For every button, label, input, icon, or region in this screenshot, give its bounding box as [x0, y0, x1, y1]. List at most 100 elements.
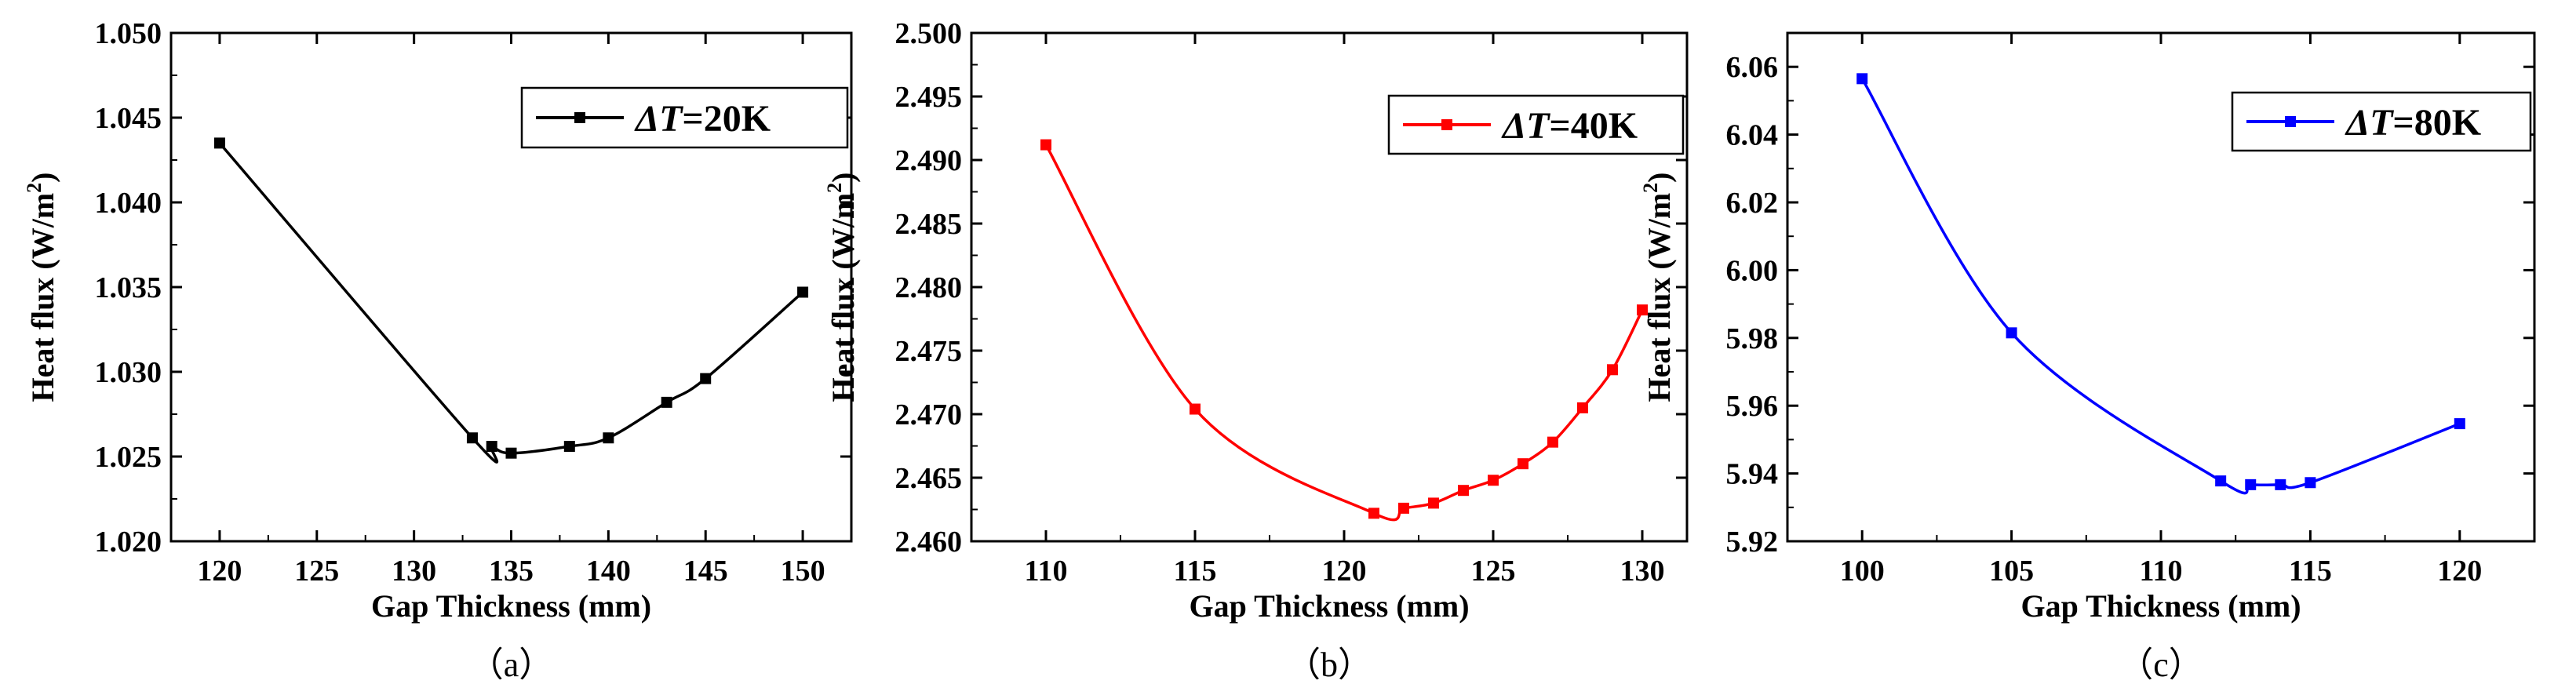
data-point-marker [1856, 73, 1868, 85]
data-point-marker [1577, 402, 1588, 413]
y-tick-label: 2.485 [895, 208, 963, 241]
y-axis-label-main: Heat flux (W/m [25, 193, 60, 402]
x-axis-label: Gap Thickness (mm) [2020, 588, 2301, 624]
y-tick-label: 2.470 [895, 398, 963, 431]
y-axis-label: Heat flux (W/m2) [23, 173, 60, 402]
x-tick-label: 140 [586, 555, 631, 588]
chart-panel-c: 100 105 110 115 120 5.92 5.94 5.96 5.98 6.00 6.02 6… [1639, 31, 2536, 684]
y-tick-label: 6.06 [1726, 51, 1779, 84]
y-tick-label: 5.94 [1726, 458, 1779, 491]
y-axis-label-main: Heat flux (W/m [825, 193, 861, 402]
legend-label-symbol: ΔT [634, 98, 683, 140]
data-point-marker [2006, 327, 2017, 339]
legend-label: ΔT=80K [2345, 102, 2481, 144]
data-point-marker [797, 286, 809, 298]
data-point-marker [1040, 139, 1051, 151]
data-point-marker [1547, 436, 1558, 448]
y-tick-label: 2.490 [895, 144, 963, 177]
legend-label-symbol: ΔT [1501, 105, 1550, 147]
data-point-marker [1607, 364, 1618, 376]
legend-label-value: =80K [2392, 102, 2481, 144]
y-tick-label: 2.495 [895, 81, 963, 114]
x-tick-label: 120 [197, 555, 242, 588]
x-tick-label: 115 [2289, 555, 2332, 588]
y-axis-label-close: ) [25, 173, 60, 183]
y-tick-label: 2.500 [895, 17, 963, 50]
legend: ΔT=40K [1387, 94, 1685, 155]
y-tick-label: 1.045 [95, 102, 162, 135]
data-point-marker [1398, 502, 1409, 514]
y-tick-label: 1.025 [95, 441, 162, 474]
data-point-marker [2305, 477, 2316, 489]
y-tick-label: 2.475 [895, 335, 963, 368]
legend-marker [1441, 119, 1452, 130]
x-tick-label: 115 [1174, 555, 1217, 588]
data-point-marker [603, 432, 614, 444]
panel-label: （c） [2119, 646, 2203, 684]
y-axis-label: Heat flux (W/m2) [1639, 173, 1677, 402]
x-tick-label: 120 [2437, 555, 2482, 588]
y-axis-label-superscript: 2 [23, 183, 46, 193]
x-axis-label: Gap Thickness (mm) [1189, 588, 1469, 624]
data-point-marker [213, 137, 225, 149]
y-tick-label: 1.050 [95, 17, 162, 50]
y-axis-label-superscript: 2 [823, 183, 846, 193]
y-axis-label-close: ) [1641, 173, 1677, 183]
y-tick-label: 5.92 [1726, 526, 1779, 559]
x-tick-label: 110 [2140, 555, 2183, 588]
panel-label: （a） [469, 646, 554, 684]
y-tick-label: 6.00 [1726, 254, 1779, 287]
legend-label-value: =20K [682, 98, 771, 140]
x-tick-label: 120 [1322, 555, 1367, 588]
y-tick-label: 1.020 [95, 526, 162, 559]
x-tick-label: 125 [294, 555, 339, 588]
y-axis-label-superscript: 2 [1639, 183, 1662, 193]
y-tick-label: 6.02 [1726, 187, 1779, 220]
data-point-marker [1488, 475, 1499, 486]
chart-panel-b: 110 115 120 125 130 2.460 2.465 2.470 2.475 2.480… [823, 17, 1689, 684]
data-point-marker [466, 432, 478, 444]
x-tick-label: 130 [1620, 555, 1665, 588]
x-tick-label: 100 [1840, 555, 1885, 588]
x-tick-label: 125 [1471, 555, 1516, 588]
y-tick-label: 1.030 [95, 356, 162, 389]
legend-label-value: =40K [1549, 105, 1638, 147]
data-point-marker [2215, 475, 2227, 487]
panel-label: （b） [1286, 646, 1372, 684]
legend-label-symbol: ΔT [2345, 102, 2394, 144]
y-axis-label: Heat flux (W/m2) [823, 173, 861, 402]
y-tick-label: 2.480 [895, 271, 963, 304]
data-point-marker [1428, 497, 1439, 509]
x-tick-label: 135 [489, 555, 534, 588]
data-point-marker [1458, 485, 1469, 497]
x-tick-label: 130 [392, 555, 436, 588]
legend: ΔT=80K [2231, 91, 2532, 152]
x-tick-label: 110 [1025, 555, 1068, 588]
series-line [218, 142, 804, 464]
y-axis-label-main: Heat flux (W/m [1641, 193, 1677, 402]
data-point-marker [2245, 478, 2257, 490]
y-tick-label: 2.460 [895, 526, 963, 559]
y-tick-label: 1.035 [95, 271, 162, 304]
legend-label: ΔT=20K [634, 98, 771, 140]
data-point-marker [1518, 458, 1528, 470]
chart-panel-a: 120 125 130 135 140 145 150 1.020 1.025 1.030 1.03… [23, 17, 853, 684]
legend-label: ΔT=40K [1501, 105, 1638, 147]
data-point-marker [661, 396, 672, 408]
data-point-marker [505, 447, 517, 459]
x-tick-label: 145 [683, 555, 728, 588]
data-point-marker [700, 373, 712, 384]
y-axis-label-close: ) [825, 173, 861, 183]
y-tick-label: 1.040 [95, 187, 162, 220]
y-tick-label: 5.98 [1726, 322, 1779, 355]
data-point-marker [563, 441, 575, 453]
legend: ΔT=20K [520, 86, 849, 149]
data-point-marker [1368, 508, 1379, 519]
y-tick-label: 6.04 [1726, 119, 1779, 152]
x-axis-label: Gap Thickness (mm) [371, 588, 651, 624]
data-point-marker [1190, 403, 1201, 415]
data-point-marker [1637, 304, 1648, 316]
data-point-marker [2454, 418, 2465, 430]
data-point-marker [2275, 478, 2286, 490]
